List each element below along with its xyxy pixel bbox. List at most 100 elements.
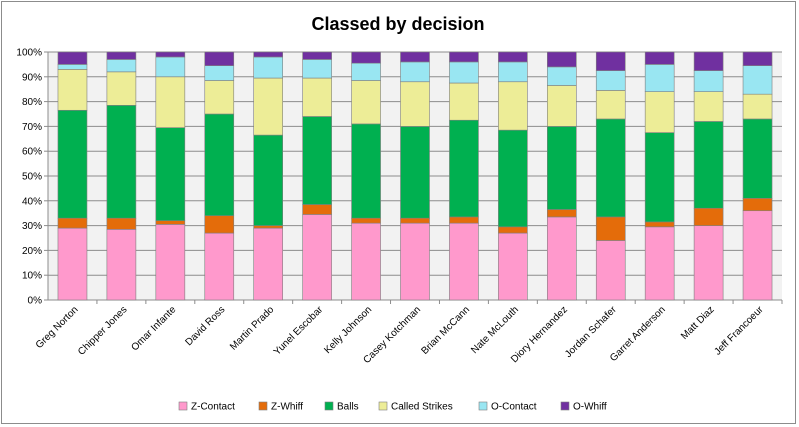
bar-segment <box>106 217 137 230</box>
bar-segment <box>204 80 235 115</box>
bar-segment <box>449 51 479 63</box>
bar-segment <box>106 51 137 60</box>
bar-segment <box>449 216 479 224</box>
bar-segment <box>595 70 626 91</box>
bar-segment <box>204 232 235 301</box>
bar-segment <box>106 105 137 219</box>
bar-segment <box>253 56 283 79</box>
bar-segment <box>498 232 528 301</box>
bar-segment <box>351 62 381 81</box>
bar-segment <box>546 51 577 68</box>
legend-swatch <box>324 401 334 411</box>
bar-segment <box>595 216 626 241</box>
bar-segment <box>546 85 577 127</box>
legend: Z-Contact Z-Whiff Balls Called Strikes O-Con… <box>178 401 607 413</box>
y-tick-label: 50% <box>22 172 42 183</box>
x-tick-label: Omar Infante <box>129 304 178 353</box>
bar-segment <box>106 71 137 106</box>
bar-segment <box>155 76 186 128</box>
bar-segment <box>253 134 283 226</box>
bar-segment <box>498 51 528 63</box>
bar-segment <box>595 240 626 301</box>
bar-segment <box>644 226 675 301</box>
bar-segment <box>400 81 430 127</box>
bar-segment <box>400 126 430 219</box>
bar-segment <box>351 80 381 125</box>
bar-segment <box>693 207 724 226</box>
bar-segment <box>693 70 724 92</box>
bar-segment <box>546 66 577 86</box>
bar-segment <box>106 59 137 73</box>
bar-segment <box>742 198 773 212</box>
bar-segment <box>595 90 626 120</box>
bar-segment <box>204 65 235 81</box>
x-tick-label: David Ross <box>183 304 227 348</box>
x-tick-label: Martin Prado <box>228 304 277 353</box>
x-tick-label: Nate McLouth <box>469 304 521 356</box>
bar-segment <box>595 118 626 218</box>
bar-segment <box>302 116 332 205</box>
bar-segment <box>449 119 479 218</box>
x-tick-label: Matt Diaz <box>679 304 717 342</box>
legend-label: Z-Contact <box>191 402 235 413</box>
y-tick-label: 20% <box>22 246 42 257</box>
bar-segment <box>449 222 479 301</box>
bar-segment <box>204 113 235 216</box>
y-tick-label: 10% <box>22 271 42 282</box>
bar-segment <box>57 51 88 65</box>
bar-segment <box>204 215 235 234</box>
bar-segment <box>742 210 773 301</box>
bar-segment <box>498 81 528 131</box>
bar-segment <box>400 217 430 224</box>
bar-segment <box>57 109 88 219</box>
bar-segment <box>253 227 283 301</box>
bar-segment <box>155 127 186 221</box>
bar-segment <box>400 61 430 83</box>
bar-segment <box>498 61 528 83</box>
plot-area: 0% 10% 20% 30% 40% 50% 60% 70% 80% 90% 100% Greg No… <box>16 48 783 366</box>
bar-segment <box>351 222 381 301</box>
legend-label: O-Contact <box>491 402 537 413</box>
bar-segment <box>351 123 381 219</box>
y-tick-label: 60% <box>22 147 42 158</box>
bar-segment <box>546 216 577 301</box>
x-tick-label: Chipper Jones <box>76 304 129 357</box>
bar-segment <box>742 51 773 66</box>
x-tick-label: Greg Norton <box>34 304 81 351</box>
bar-segment <box>57 64 88 70</box>
bar-segment <box>57 227 88 301</box>
bar-segment <box>155 56 186 78</box>
bar-segment <box>155 51 186 58</box>
bar-segment <box>644 221 675 228</box>
bar-segment <box>742 93 773 120</box>
bar-segment <box>253 51 283 58</box>
bar-segment <box>253 77 283 136</box>
legend-swatch <box>378 401 388 411</box>
y-tick-label: 40% <box>22 196 42 207</box>
legend-label: O-Whiff <box>573 402 607 413</box>
bar-segment <box>693 225 724 301</box>
bar-segment <box>400 222 430 301</box>
y-tick-label: 100% <box>16 48 42 59</box>
bar-segment <box>302 77 332 117</box>
bar-segment <box>302 204 332 215</box>
bar-segment <box>693 91 724 122</box>
legend-label: Z-Whiff <box>271 402 303 413</box>
legend-label: Called Strikes <box>391 402 453 413</box>
bar-segment <box>57 217 88 229</box>
bar-segment <box>302 51 332 60</box>
bar-segment <box>498 226 528 234</box>
bar-segment <box>302 214 332 301</box>
x-tick-label: Yunel Escobar <box>272 304 326 358</box>
bar-segment <box>155 220 186 225</box>
bar-segment <box>693 51 724 71</box>
bar-segment <box>351 51 381 64</box>
bar-segment <box>57 69 88 111</box>
y-tick-label: 80% <box>22 97 42 108</box>
legend-swatch <box>258 401 268 411</box>
bar-segment <box>449 61 479 84</box>
x-tick-label: Kelly Johnson <box>322 304 374 356</box>
bar-segment <box>644 91 675 133</box>
bar-segment <box>742 65 773 95</box>
bar-segment <box>204 51 235 66</box>
